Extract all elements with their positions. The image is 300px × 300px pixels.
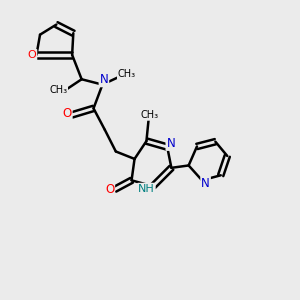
Text: N: N <box>100 74 108 86</box>
Text: CH₃: CH₃ <box>49 85 67 95</box>
Text: O: O <box>62 107 72 120</box>
Text: N: N <box>167 137 175 150</box>
Text: CH₃: CH₃ <box>118 69 136 79</box>
Text: CH₃: CH₃ <box>141 110 159 120</box>
Text: O: O <box>28 50 36 60</box>
Text: O: O <box>105 183 114 196</box>
Text: N: N <box>201 177 210 190</box>
Text: NH: NH <box>138 184 155 194</box>
